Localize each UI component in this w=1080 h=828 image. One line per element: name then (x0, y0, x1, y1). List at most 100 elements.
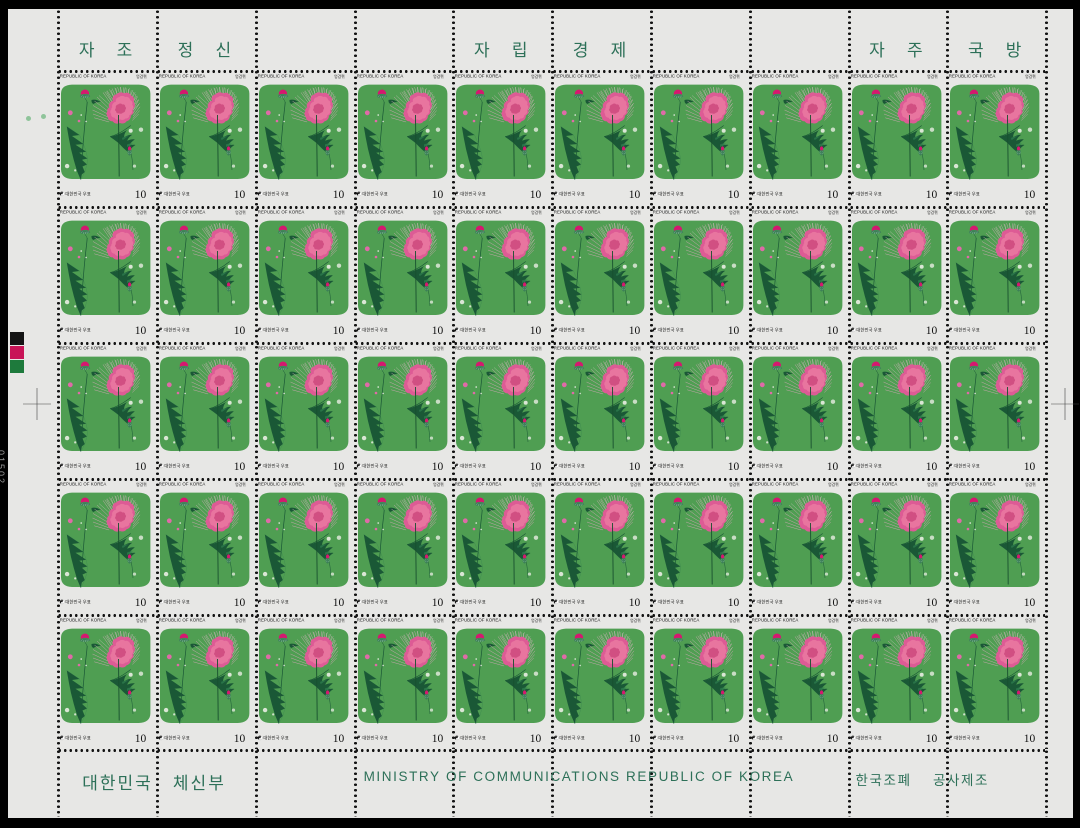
svg-text:REPUBLIC OF KOREA: REPUBLIC OF KOREA (752, 345, 799, 350)
svg-text:REPUBLIC OF KOREA: REPUBLIC OF KOREA (554, 617, 601, 622)
svg-text:REPUBLIC OF KOREA: REPUBLIC OF KOREA (653, 74, 700, 79)
svg-text:10: 10 (925, 732, 937, 744)
svg-text:REPUBLIC OF KOREA: REPUBLIC OF KOREA (752, 209, 799, 214)
svg-text:10: 10 (827, 461, 839, 473)
svg-text:REPUBLIC OF KOREA: REPUBLIC OF KOREA (159, 209, 206, 214)
svg-text:대한민국 우표: 대한민국 우표 (164, 190, 189, 197)
svg-text:10: 10 (431, 325, 443, 337)
svg-text:대한민국 우표: 대한민국 우표 (263, 734, 288, 741)
svg-text:대한민국 우표: 대한민국 우표 (856, 190, 881, 197)
svg-text:10: 10 (431, 596, 443, 608)
svg-text:10: 10 (530, 189, 542, 201)
svg-text:REPUBLIC OF KOREA: REPUBLIC OF KOREA (356, 209, 403, 214)
svg-text:REPUBLIC OF KOREA: REPUBLIC OF KOREA (949, 345, 996, 350)
svg-text:10: 10 (431, 461, 443, 473)
svg-text:10: 10 (234, 596, 246, 608)
svg-text:10: 10 (333, 732, 345, 744)
svg-text:대한민국 우표: 대한민국 우표 (461, 326, 486, 333)
svg-text:REPUBLIC OF KOREA: REPUBLIC OF KOREA (258, 74, 305, 79)
svg-text:대한민국 우표: 대한민국 우표 (263, 462, 288, 469)
svg-text:대한민국 우표: 대한민국 우표 (263, 326, 288, 333)
svg-text:대한민국 우표: 대한민국 우표 (955, 598, 980, 605)
svg-text:10: 10 (629, 596, 641, 608)
svg-text:10: 10 (234, 461, 246, 473)
svg-text:대한민국 우표: 대한민국 우표 (955, 326, 980, 333)
svg-text:10: 10 (827, 189, 839, 201)
svg-text:10: 10 (135, 189, 147, 201)
svg-text:대한민국 우표: 대한민국 우표 (856, 598, 881, 605)
svg-text:대한민국 우표: 대한민국 우표 (461, 190, 486, 197)
svg-text:대한민국 우표: 대한민국 우표 (164, 326, 189, 333)
svg-text:대한민국 우표: 대한민국 우표 (856, 462, 881, 469)
svg-text:REPUBLIC OF KOREA: REPUBLIC OF KOREA (850, 74, 897, 79)
svg-text:REPUBLIC OF KOREA: REPUBLIC OF KOREA (60, 209, 107, 214)
svg-text:REPUBLIC OF KOREA: REPUBLIC OF KOREA (455, 617, 502, 622)
svg-text:REPUBLIC OF KOREA: REPUBLIC OF KOREA (60, 617, 107, 622)
svg-text:10: 10 (234, 325, 246, 337)
svg-text:REPUBLIC OF KOREA: REPUBLIC OF KOREA (554, 481, 601, 486)
svg-text:10: 10 (925, 596, 937, 608)
svg-text:REPUBLIC OF KOREA: REPUBLIC OF KOREA (258, 481, 305, 486)
svg-text:대한민국 우표: 대한민국 우표 (362, 462, 387, 469)
svg-text:REPUBLIC OF KOREA: REPUBLIC OF KOREA (752, 617, 799, 622)
svg-text:10: 10 (333, 189, 345, 201)
svg-text:10: 10 (431, 189, 443, 201)
svg-text:10: 10 (530, 732, 542, 744)
svg-text:10: 10 (1024, 732, 1036, 744)
svg-text:대한민국 우표: 대한민국 우표 (955, 462, 980, 469)
svg-text:REPUBLIC OF KOREA: REPUBLIC OF KOREA (949, 74, 996, 79)
svg-text:REPUBLIC OF KOREA: REPUBLIC OF KOREA (554, 345, 601, 350)
svg-text:10: 10 (1024, 325, 1036, 337)
svg-text:REPUBLIC OF KOREA: REPUBLIC OF KOREA (653, 617, 700, 622)
svg-text:REPUBLIC OF KOREA: REPUBLIC OF KOREA (159, 617, 206, 622)
svg-text:대한민국 우표: 대한민국 우표 (560, 190, 585, 197)
svg-text:REPUBLIC OF KOREA: REPUBLIC OF KOREA (554, 74, 601, 79)
svg-text:REPUBLIC OF KOREA: REPUBLIC OF KOREA (850, 345, 897, 350)
svg-text:대한민국 우표: 대한민국 우표 (362, 734, 387, 741)
svg-text:대한민국 우표: 대한민국 우표 (461, 734, 486, 741)
svg-text:대한민국 우표: 대한민국 우표 (164, 734, 189, 741)
svg-text:대한민국 우표: 대한민국 우표 (263, 190, 288, 197)
svg-text:REPUBLIC OF KOREA: REPUBLIC OF KOREA (258, 617, 305, 622)
svg-text:10: 10 (234, 189, 246, 201)
svg-text:REPUBLIC OF KOREA: REPUBLIC OF KOREA (752, 481, 799, 486)
svg-text:REPUBLIC OF KOREA: REPUBLIC OF KOREA (356, 345, 403, 350)
svg-text:10: 10 (1024, 596, 1036, 608)
svg-text:REPUBLIC OF KOREA: REPUBLIC OF KOREA (455, 209, 502, 214)
svg-text:대한민국 우표: 대한민국 우표 (856, 734, 881, 741)
svg-text:대한민국 우표: 대한민국 우표 (263, 598, 288, 605)
svg-text:REPUBLIC OF KOREA: REPUBLIC OF KOREA (949, 481, 996, 486)
svg-text:10: 10 (431, 732, 443, 744)
svg-text:10: 10 (728, 461, 740, 473)
svg-text:대한민국 우표: 대한민국 우표 (66, 326, 91, 333)
svg-text:대한민국 우표: 대한민국 우표 (757, 734, 782, 741)
svg-text:REPUBLIC OF KOREA: REPUBLIC OF KOREA (60, 345, 107, 350)
svg-text:REPUBLIC OF KOREA: REPUBLIC OF KOREA (356, 617, 403, 622)
svg-text:REPUBLIC OF KOREA: REPUBLIC OF KOREA (949, 209, 996, 214)
svg-text:REPUBLIC OF KOREA: REPUBLIC OF KOREA (356, 481, 403, 486)
svg-text:대한민국 우표: 대한민국 우표 (66, 598, 91, 605)
svg-text:대한민국 우표: 대한민국 우표 (66, 734, 91, 741)
svg-text:10: 10 (629, 461, 641, 473)
svg-text:대한민국 우표: 대한민국 우표 (461, 598, 486, 605)
svg-text:대한민국 우표: 대한민국 우표 (658, 190, 683, 197)
svg-text:REPUBLIC OF KOREA: REPUBLIC OF KOREA (356, 74, 403, 79)
svg-text:10: 10 (925, 189, 937, 201)
svg-text:REPUBLIC OF KOREA: REPUBLIC OF KOREA (159, 481, 206, 486)
svg-text:10: 10 (333, 325, 345, 337)
svg-text:REPUBLIC OF KOREA: REPUBLIC OF KOREA (850, 209, 897, 214)
svg-text:10: 10 (827, 325, 839, 337)
svg-text:대한민국 우표: 대한민국 우표 (955, 734, 980, 741)
svg-text:10: 10 (728, 189, 740, 201)
svg-text:대한민국 우표: 대한민국 우표 (560, 326, 585, 333)
svg-text:대한민국 우표: 대한민국 우표 (362, 190, 387, 197)
svg-text:REPUBLIC OF KOREA: REPUBLIC OF KOREA (258, 345, 305, 350)
svg-text:10: 10 (530, 325, 542, 337)
svg-text:대한민국 우표: 대한민국 우표 (757, 462, 782, 469)
svg-text:10: 10 (629, 732, 641, 744)
svg-text:REPUBLIC OF KOREA: REPUBLIC OF KOREA (850, 617, 897, 622)
svg-text:대한민국 우표: 대한민국 우표 (164, 462, 189, 469)
svg-text:REPUBLIC OF KOREA: REPUBLIC OF KOREA (949, 617, 996, 622)
svg-text:10: 10 (629, 325, 641, 337)
svg-text:대한민국 우표: 대한민국 우표 (66, 190, 91, 197)
